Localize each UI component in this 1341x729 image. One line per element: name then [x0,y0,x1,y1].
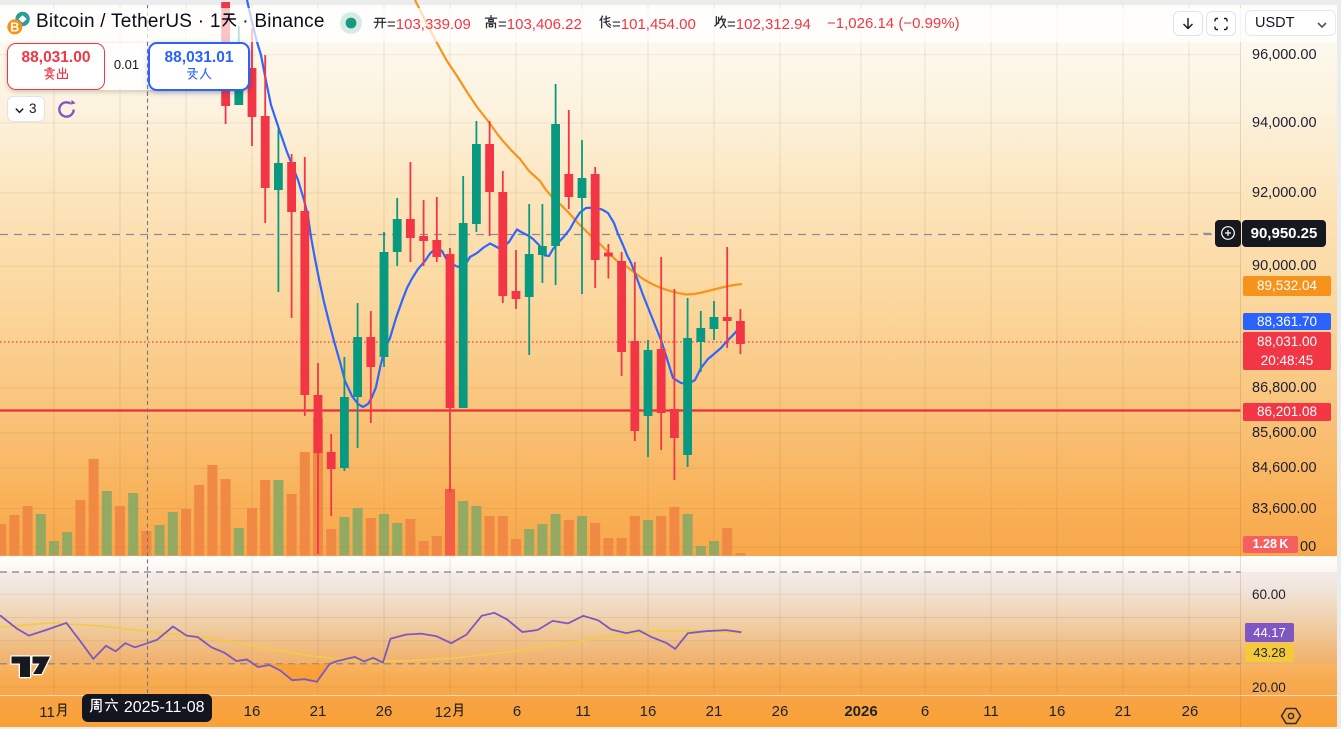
svg-text:B: B [10,20,19,34]
